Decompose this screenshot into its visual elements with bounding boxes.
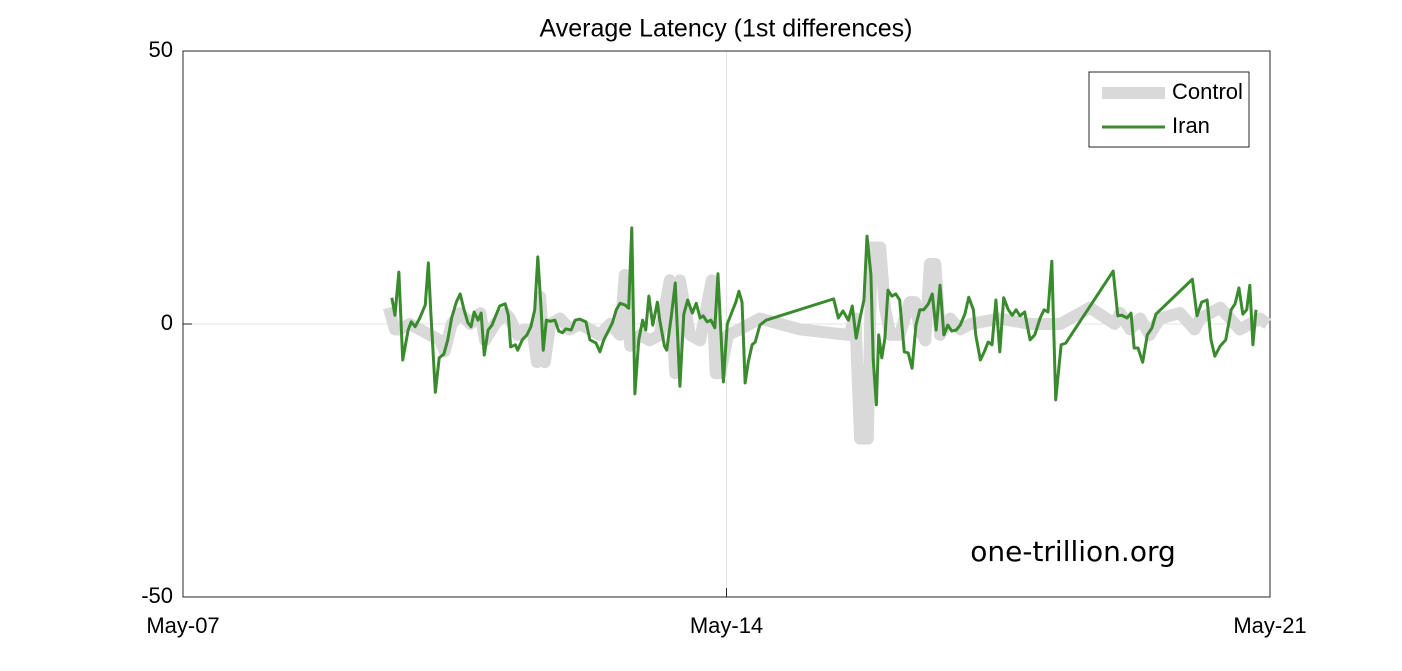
x-tick-label: May-21 bbox=[1233, 613, 1306, 638]
series-line bbox=[382, 241, 1272, 445]
y-tick-label: 0 bbox=[161, 310, 173, 335]
y-tick-label: 50 bbox=[149, 37, 173, 62]
legend-label: Control bbox=[1172, 79, 1243, 104]
chart-title: Average Latency (1st differences) bbox=[540, 15, 913, 43]
series-line bbox=[390, 226, 1258, 407]
legend-box bbox=[1088, 71, 1250, 148]
legend-label: Iran bbox=[1172, 113, 1210, 138]
x-tick-label: May-07 bbox=[146, 613, 219, 638]
y-tick-label: -50 bbox=[141, 583, 173, 608]
x-tick-label: May-14 bbox=[690, 613, 763, 638]
watermark: one-trillion.org bbox=[970, 535, 1176, 568]
